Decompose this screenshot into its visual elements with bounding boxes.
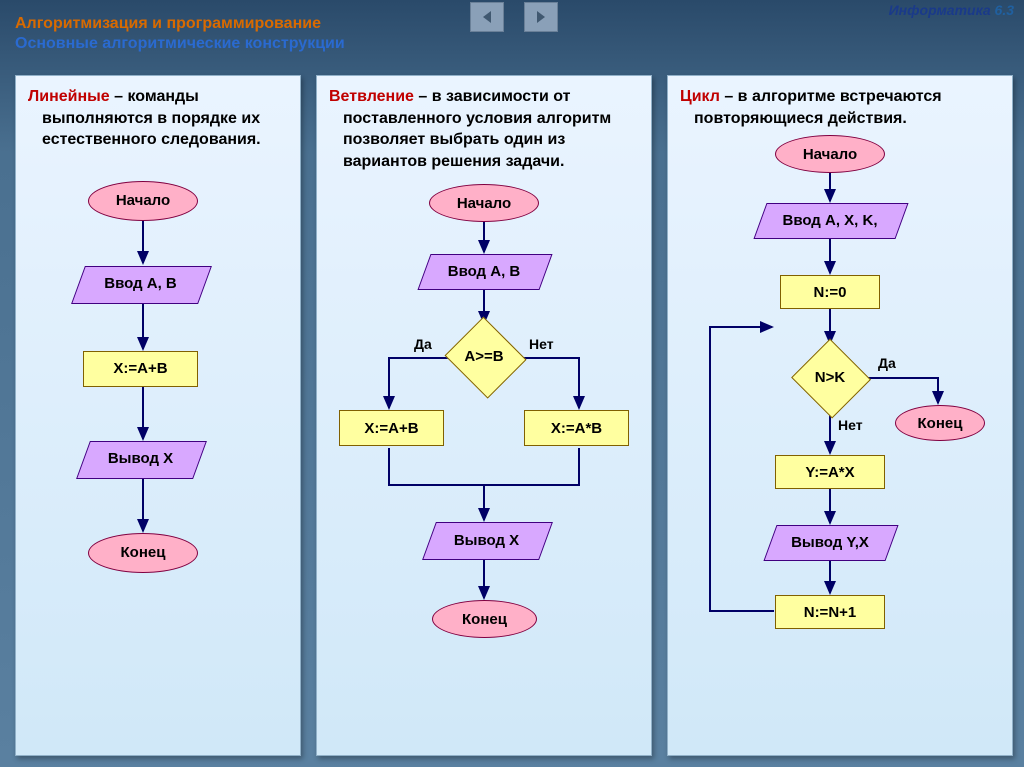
page-headers: Алгоритмизация и программирование Основн… bbox=[15, 15, 345, 53]
node-init: N:=0 bbox=[780, 275, 880, 309]
panel-branching-desc: Ветвление – в зависимости от поставленно… bbox=[329, 86, 639, 172]
arrow-left-icon bbox=[479, 9, 495, 25]
node-branch-left: X:=A+B bbox=[339, 410, 444, 446]
top-right-label: Информатика 6.3 bbox=[889, 2, 1014, 18]
node-input: Ввод A, B bbox=[78, 266, 203, 302]
node-decision: A>=B bbox=[442, 318, 526, 394]
arrow-right-icon bbox=[533, 9, 549, 25]
desc-loop: – в алгоритме встречаются повторяющиеся … bbox=[694, 88, 942, 127]
prev-button[interactable] bbox=[470, 2, 504, 32]
panels-row: Линейные – команды выполняются в порядке… bbox=[15, 75, 1013, 756]
node-increment: N:=N+1 bbox=[775, 595, 885, 629]
nav-arrows bbox=[470, 2, 558, 32]
flowchart-branching: Начало Ввод A, B A>=B Да Нет X:=A+B X:=A… bbox=[329, 180, 639, 680]
subject-label: Информатика bbox=[889, 2, 991, 18]
label-yes: Да bbox=[878, 355, 896, 371]
topbar: Информатика 6.3 Алгоритмизация и програм… bbox=[0, 0, 1024, 50]
node-output: Вывод X bbox=[429, 522, 544, 558]
node-end: Конец bbox=[88, 533, 198, 573]
keyword-loop: Цикл bbox=[680, 88, 720, 105]
label-no: Нет bbox=[838, 417, 863, 433]
node-output: Вывод X bbox=[83, 441, 198, 477]
flowchart-loop: Начало Ввод A, X, K, N:=0 N>K Да Нет Кон… bbox=[680, 133, 1000, 693]
panel-linear-desc: Линейные – команды выполняются в порядке… bbox=[28, 86, 288, 151]
node-condition: N>K bbox=[790, 339, 870, 415]
keyword-linear: Линейные bbox=[28, 88, 110, 105]
node-start: Начало bbox=[88, 181, 198, 221]
section-number: 6.3 bbox=[995, 2, 1014, 18]
node-end: Конец bbox=[432, 600, 537, 638]
panel-loop-desc: Цикл – в алгоритме встречаются повторяющ… bbox=[680, 86, 1000, 129]
flowchart-linear: Начало Ввод A, B X:=A+B Вывод X Конец bbox=[28, 171, 288, 691]
node-branch-right: X:=A*B bbox=[524, 410, 629, 446]
node-start: Начало bbox=[775, 135, 885, 173]
wires-linear bbox=[28, 171, 288, 691]
panel-linear: Линейные – команды выполняются в порядке… bbox=[15, 75, 301, 756]
panel-loop: Цикл – в алгоритме встречаются повторяющ… bbox=[667, 75, 1013, 756]
next-button[interactable] bbox=[524, 2, 558, 32]
node-body: Y:=A*X bbox=[775, 455, 885, 489]
node-process: X:=A+B bbox=[83, 351, 198, 387]
label-yes: Да bbox=[414, 336, 432, 352]
panel-branching: Ветвление – в зависимости от поставленно… bbox=[316, 75, 652, 756]
node-start: Начало bbox=[429, 184, 539, 222]
label-no: Нет bbox=[529, 336, 554, 352]
node-end: Конец bbox=[895, 405, 985, 441]
header-line1: Алгоритмизация и программирование bbox=[15, 15, 345, 33]
node-input: Ввод A, X, K, bbox=[760, 203, 900, 237]
header-line2: Основные алгоритмические конструкции bbox=[15, 35, 345, 53]
node-output: Вывод Y,X bbox=[770, 525, 890, 559]
keyword-branching: Ветвление bbox=[329, 88, 414, 105]
node-input: Ввод A, B bbox=[424, 254, 544, 288]
